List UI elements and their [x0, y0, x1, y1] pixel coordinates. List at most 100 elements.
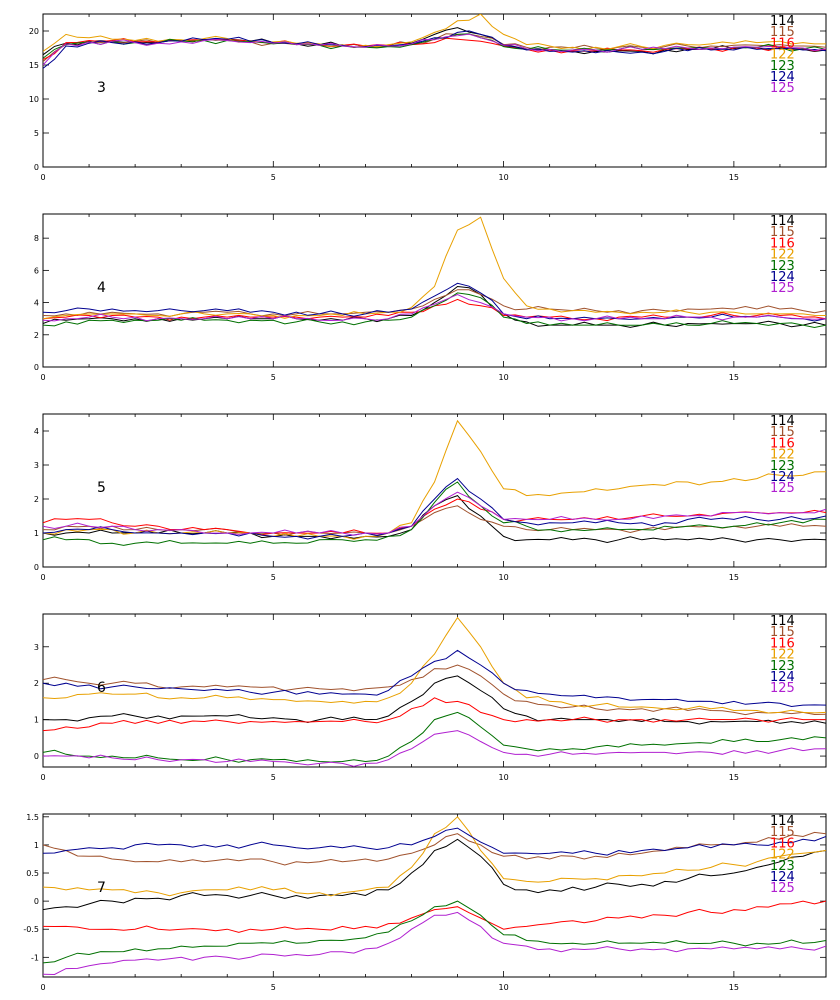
legend-label: 124: [770, 470, 795, 485]
legend-label: 116: [770, 836, 795, 851]
x-tick-label: 0: [40, 173, 45, 182]
legend-label: 116: [770, 236, 795, 251]
x-tick-label: 0: [40, 773, 45, 782]
legend-label: 122: [770, 48, 795, 63]
y-tick-label: 10: [29, 95, 39, 104]
series-line-122: [43, 216, 826, 320]
legend-label: 124: [770, 670, 795, 685]
series-line-124: [43, 282, 826, 322]
legend-label: 114: [770, 814, 795, 829]
plot-frame: [42, 213, 827, 368]
series-line-123: [43, 481, 826, 546]
series-line-123: [43, 33, 826, 59]
legend-label: 122: [770, 448, 795, 463]
legend-label: 125: [770, 481, 795, 496]
legend-label: 116: [770, 636, 795, 651]
legend-label: 122: [770, 248, 795, 263]
series-line-115: [43, 831, 826, 866]
y-tick-label: 4: [34, 427, 39, 436]
x-tick-label: 15: [729, 983, 739, 992]
legend-label: 124: [770, 70, 795, 85]
y-tick-label: 1: [34, 529, 39, 538]
panel-label: 7: [97, 880, 106, 896]
y-tick-label: 1: [34, 716, 39, 725]
panel-label: 3: [97, 80, 106, 96]
y-tick-label: -0.5: [23, 925, 39, 934]
series-line-125: [43, 293, 826, 322]
legend-label: 115: [770, 825, 795, 840]
panel-label: 5: [97, 480, 106, 496]
series-line-114: [43, 838, 826, 911]
series-line-116: [43, 900, 826, 933]
legend-label: 123: [770, 859, 795, 874]
legend-label: 124: [770, 870, 795, 885]
x-tick-label: 10: [498, 773, 508, 782]
legend-label: 114: [770, 14, 795, 29]
legend-label: 123: [770, 459, 795, 474]
legend-label: 122: [770, 848, 795, 863]
legend-label: 122: [770, 648, 795, 663]
y-tick-label: 8: [34, 234, 39, 243]
legend-label: 125: [770, 281, 795, 296]
y-tick-label: 1.5: [26, 813, 39, 822]
series-line-115: [43, 505, 826, 536]
panel-7: 0 5 10 15 -1 -0.5 0 0.5 1 1.5 7 1141151161221231241…: [23, 813, 827, 992]
legend-label: 114: [770, 414, 795, 429]
series-line-122: [43, 14, 826, 52]
x-tick-label: 0: [40, 983, 45, 992]
series-line-122: [43, 419, 826, 540]
y-tick-label: 0: [34, 752, 39, 761]
y-tick-label: 1: [34, 841, 39, 850]
legend-label: 115: [770, 625, 795, 640]
legend-label: 123: [770, 659, 795, 674]
legend-label: 116: [770, 436, 795, 451]
series-line-125: [43, 491, 826, 536]
y-tick-label: 6: [34, 266, 39, 275]
series-line-122: [43, 816, 826, 897]
x-tick-label: 5: [271, 573, 276, 582]
plot-frame: [42, 13, 827, 168]
x-tick-label: 0: [40, 373, 45, 382]
y-tick-label: 2: [34, 331, 39, 340]
y-tick-label: 3: [34, 461, 39, 470]
x-tick-label: 15: [729, 773, 739, 782]
series-line-114: [43, 285, 826, 328]
x-tick-label: 15: [729, 373, 739, 382]
y-tick-label: 2: [34, 495, 39, 504]
plot-frame: [42, 613, 827, 768]
series-line-125: [43, 911, 826, 976]
x-tick-label: 15: [729, 573, 739, 582]
y-tick-label: 4: [34, 299, 39, 308]
legend-label: 115: [770, 225, 795, 240]
y-tick-label: 5: [34, 129, 39, 138]
y-tick-label: 0: [34, 897, 39, 906]
series-line-125: [43, 33, 826, 66]
y-tick-label: 0: [34, 563, 39, 572]
legend-label: 125: [770, 681, 795, 696]
series-line-122: [43, 616, 826, 714]
series-line-116: [43, 697, 826, 732]
series-line-124: [43, 477, 826, 540]
y-tick-label: 15: [29, 61, 39, 70]
legend-label: 124: [770, 270, 795, 285]
series-line-115: [43, 664, 826, 716]
y-tick-label: 20: [29, 27, 39, 36]
x-tick-label: 5: [271, 983, 276, 992]
panel-label: 6: [97, 680, 106, 696]
legend-label: 116: [770, 36, 795, 51]
panel-label: 4: [97, 280, 106, 296]
legend-label: 115: [770, 425, 795, 440]
legend-label: 123: [770, 59, 795, 74]
legend-label: 125: [770, 881, 795, 896]
y-tick-label: 3: [34, 643, 39, 652]
series-line-123: [43, 292, 826, 329]
series-line-125: [43, 730, 826, 767]
legend-label: 114: [770, 214, 795, 229]
legend-label: 125: [770, 81, 795, 96]
legend-label: 114: [770, 614, 795, 629]
plot-frame: [42, 413, 827, 568]
